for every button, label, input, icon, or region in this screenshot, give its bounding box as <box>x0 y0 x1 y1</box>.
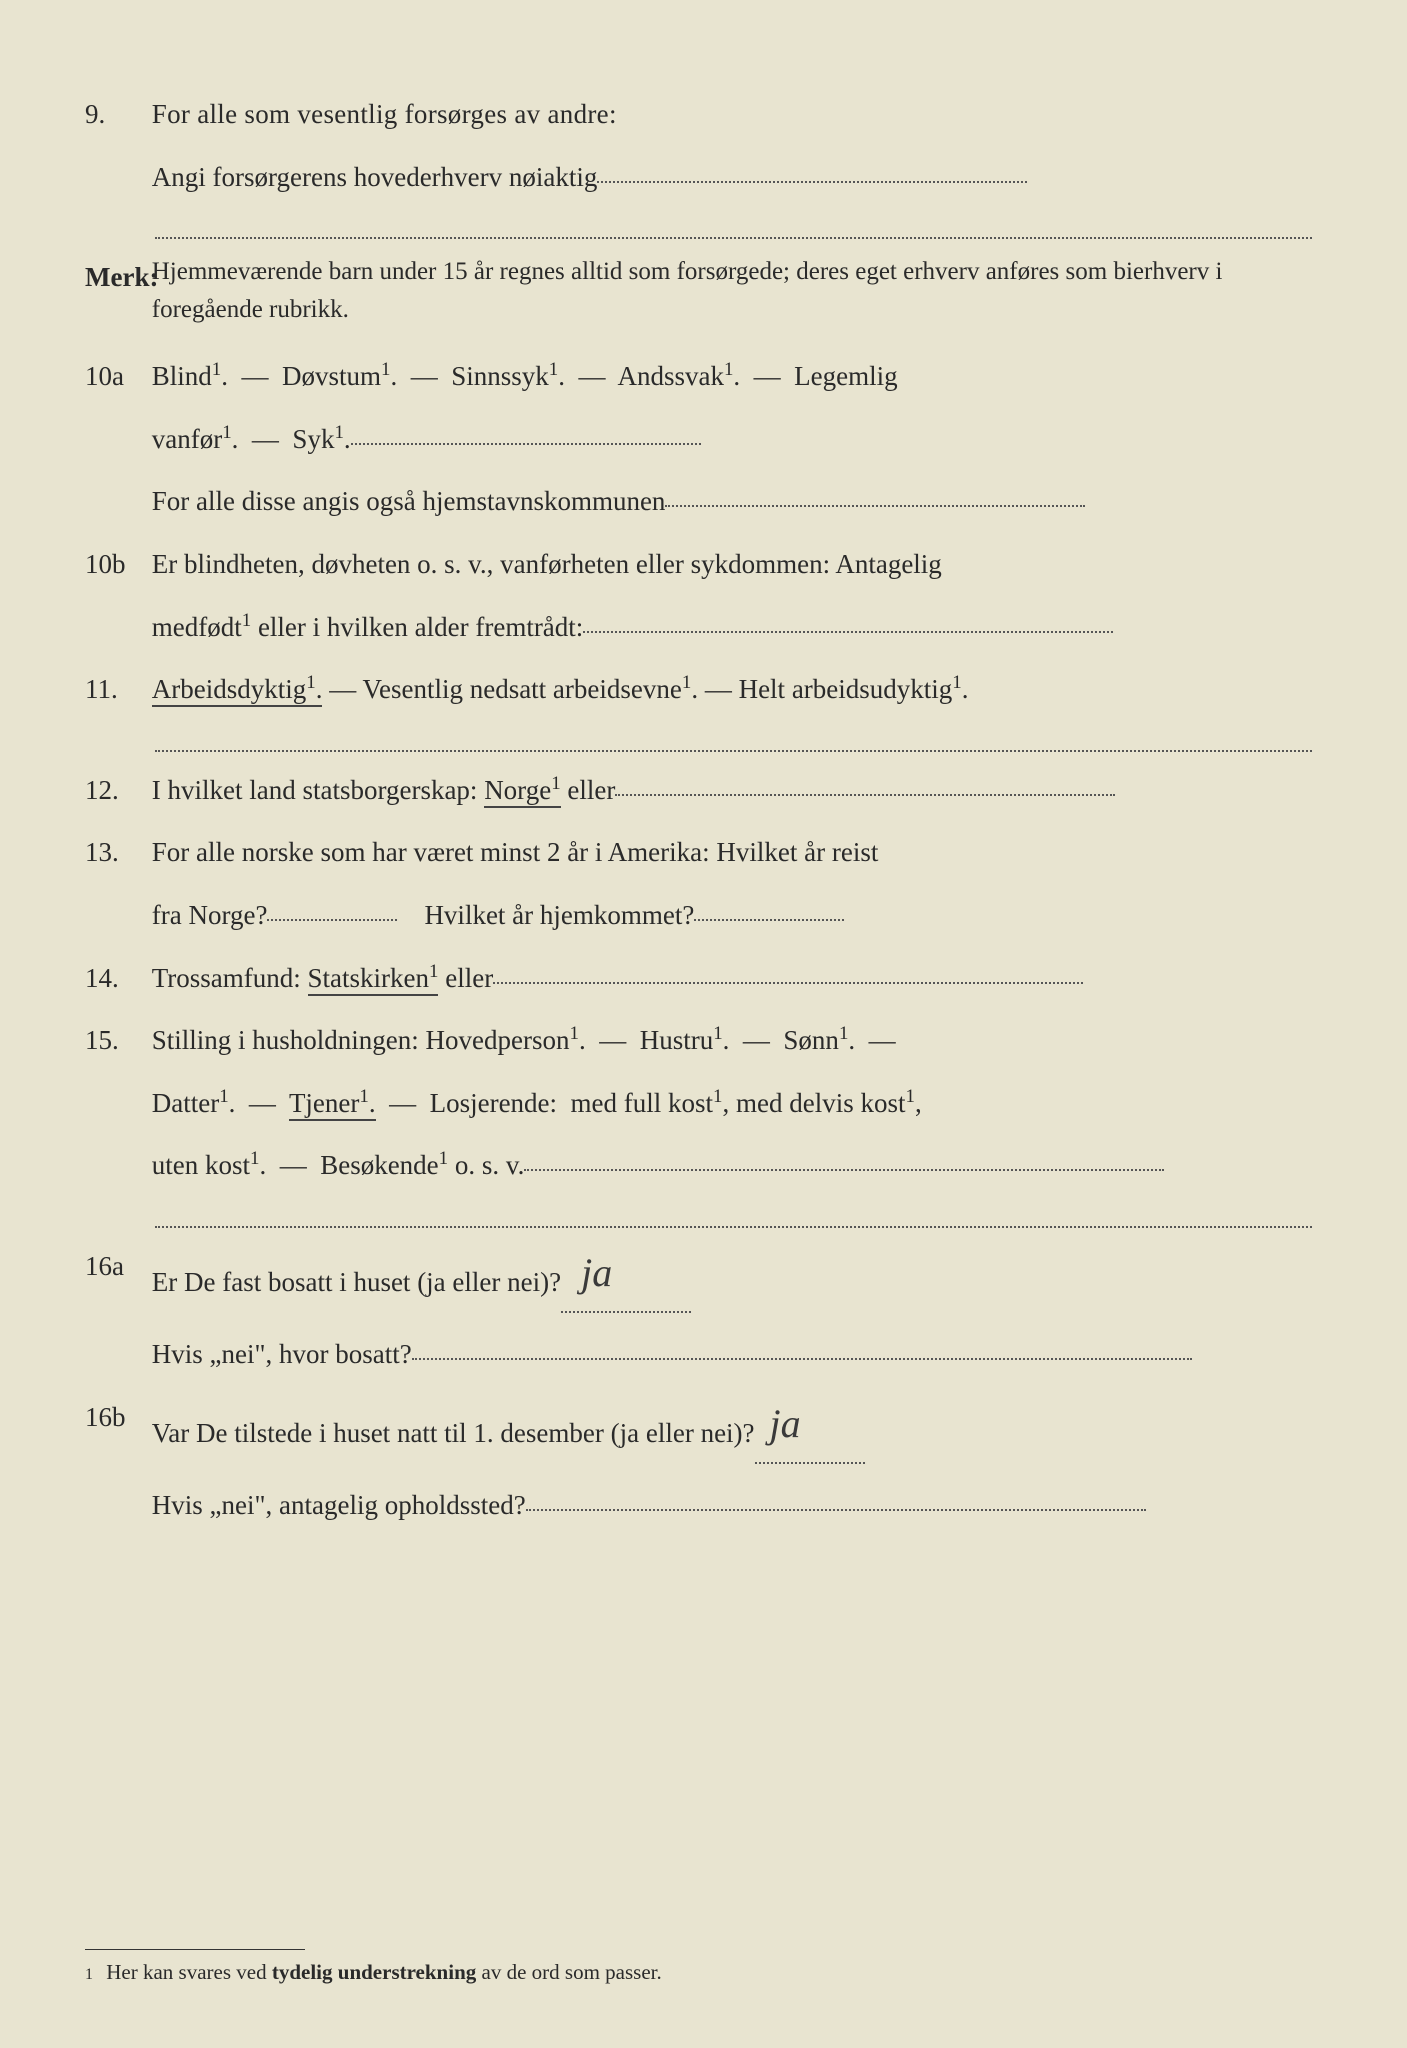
merk-text: Hjemmeværende barn under 15 år regnes al… <box>152 253 1309 328</box>
question-16a: 16a Er De fast bosatt i huset (ja eller … <box>85 1242 1312 1316</box>
q16a-line2: Hvis „nei", hvor bosatt? <box>152 1339 412 1369</box>
footnote-number: 1 <box>85 1966 93 1983</box>
q10b-rest: eller i hvilken alder fremtrådt: <box>251 612 583 642</box>
q16b-line2: Hvis „nei", antagelig opholdssted? <box>152 1490 526 1520</box>
q11-opt-udyktig: Helt arbeidsudyktig1. <box>739 674 969 704</box>
q13-number: 13. <box>85 828 145 877</box>
q14-answer-statskirken: Statskirken1 <box>308 963 439 996</box>
q14-suffix: eller <box>438 963 493 993</box>
question-13: 13. For alle norske som har været minst … <box>85 828 1312 877</box>
q15-opt-hovedperson: Hovedperson1. <box>426 1025 586 1055</box>
q16b-answer: ja <box>770 1388 801 1460</box>
q9-line1: For alle som vesentlig forsørges av andr… <box>152 90 1309 139</box>
q13-hjemkommet: Hvilket år hjemkommet? <box>424 900 694 930</box>
blank-line <box>615 794 1115 796</box>
q15-full-kost: med full kost1, <box>571 1088 730 1118</box>
q9-line2-prefix: Angi forsørgerens hovederhverv nøiaktig <box>152 162 598 192</box>
q10a-opt-vanfor: vanfør1. <box>152 424 239 454</box>
q13-fra-norge: fra Norge? <box>152 900 268 930</box>
q14-prefix: Trossamfund: <box>152 963 308 993</box>
q15-prefix: Stilling i husholdningen: <box>152 1025 426 1055</box>
q15-opt-hustru: Hustru1. <box>640 1025 730 1055</box>
blank-line <box>524 1169 1164 1171</box>
question-10b: 10b Er blindheten, døvheten o. s. v., va… <box>85 540 1312 589</box>
question-14: 14. Trossamfund: Statskirken1 eller <box>85 954 1312 1003</box>
q12-number: 12. <box>85 766 145 815</box>
q15-opt-tjener: Tjener1. <box>289 1088 376 1121</box>
blank-line <box>155 728 1312 752</box>
question-16b: 16b Var De tilstede i huset natt til 1. … <box>85 1393 1312 1467</box>
q15-opt-sonn: Sønn1. <box>783 1025 855 1055</box>
question-10a: 10a Blind1. — Døvstum1. — Sinnssyk1. — A… <box>85 352 1312 401</box>
q15-opt-datter: Datter1. <box>152 1088 236 1118</box>
blank-line: ja <box>561 1239 691 1313</box>
blank-line <box>665 505 1085 507</box>
q10a-line2-text: For alle disse angis også hjemstavnskomm… <box>152 486 666 516</box>
question-9: 9. For alle som vesentlig forsørges av a… <box>85 90 1312 139</box>
blank-line <box>526 1509 1146 1511</box>
blank-line <box>694 919 844 921</box>
question-15-line3: uten kost1. — Besøkende1 o. s. v. <box>85 1141 1312 1190</box>
question-10b-line2: medfødt1 eller i hvilken alder fremtrådt… <box>85 603 1312 652</box>
question-13-line2: fra Norge? Hvilket år hjemkommet? <box>85 891 1312 940</box>
q10b-medfodt: medfødt1 <box>152 612 251 642</box>
question-11: 11. Arbeidsdyktig1. — Vesentlig nedsatt … <box>85 665 1312 714</box>
q15-delvis-kost: med delvis kost1, <box>736 1088 922 1118</box>
blank-line <box>493 982 1083 984</box>
question-10a-line2: For alle disse angis også hjemstavnskomm… <box>85 477 1312 526</box>
q12-prefix: I hvilket land statsborgerskap: <box>152 775 484 805</box>
merk-label: Merk: <box>85 253 145 302</box>
q12-suffix: eller <box>561 775 616 805</box>
q14-number: 14. <box>85 954 145 1003</box>
question-15-line2: Datter1. — Tjener1. — Losjerende: med fu… <box>85 1079 1312 1128</box>
q12-answer-norge: Norge1 <box>484 775 560 808</box>
q10a-opt-andssvak: Andssvak1. <box>617 361 740 391</box>
q11-opt-nedsatt: Vesentlig nedsatt arbeidsevne1. <box>362 674 698 704</box>
question-12: 12. I hvilket land statsborgerskap: Norg… <box>85 766 1312 815</box>
q10a-opt-blind: Blind1. <box>152 361 228 391</box>
footnote: 1 Her kan svares ved tydelig understrekn… <box>85 1960 1312 1985</box>
q15-number: 15. <box>85 1016 145 1065</box>
merk-note: Merk: Hjemmeværende barn under 15 år reg… <box>85 253 1312 332</box>
q16b-number: 16b <box>85 1393 145 1442</box>
q16a-prefix: Er De fast bosatt i huset (ja eller nei)… <box>152 1267 561 1297</box>
q10a-opt-syk: Syk1. <box>292 424 350 454</box>
blank-line <box>155 1204 1312 1228</box>
q16b-prefix: Var De tilstede i huset natt til 1. dese… <box>152 1418 755 1448</box>
q10a-opt-sinnssyk: Sinnssyk1. <box>451 361 565 391</box>
q11-opt-arbeidsdyktig: Arbeidsdyktig1. <box>152 674 323 707</box>
q16a-number: 16a <box>85 1242 145 1291</box>
q9-number: 9. <box>85 90 145 139</box>
blank-line <box>267 919 397 921</box>
footnote-rule <box>85 1949 305 1950</box>
blank-line: ja <box>755 1390 865 1464</box>
blank-line <box>351 443 701 445</box>
q15-besokende: Besøkende1 <box>320 1150 448 1180</box>
question-9-line2: Angi forsørgerens hovederhverv nøiaktig <box>85 153 1312 202</box>
blank-line <box>597 181 1027 183</box>
q10b-number: 10b <box>85 540 145 589</box>
question-16a-line2: Hvis „nei", hvor bosatt? <box>85 1330 1312 1379</box>
blank-line <box>412 1358 1192 1360</box>
footnote-text: Her kan svares ved tydelig understreknin… <box>106 1960 661 1984</box>
q10a-opt-dovstum: Døvstum1. <box>282 361 397 391</box>
q10a-opt-legemlig: Legemlig <box>794 361 897 391</box>
q16a-answer: ja <box>581 1237 612 1309</box>
blank-line <box>155 215 1312 239</box>
q15-osv: o. s. v. <box>448 1150 524 1180</box>
question-16b-line2: Hvis „nei", antagelig opholdssted? <box>85 1481 1312 1530</box>
question-15: 15. Stilling i husholdningen: Hovedperso… <box>85 1016 1312 1065</box>
blank-line <box>583 631 1113 633</box>
q15-uten-kost: uten kost1. <box>152 1150 266 1180</box>
question-10a-cont: vanfør1. — Syk1. <box>85 415 1312 464</box>
q15-losjerende: Losjerende: <box>430 1088 557 1118</box>
q11-number: 11. <box>85 665 145 714</box>
q10a-number: 10a <box>85 352 145 401</box>
q10b-line1: Er blindheten, døvheten o. s. v., vanfør… <box>152 540 1309 589</box>
q13-line1: For alle norske som har været minst 2 år… <box>152 828 1309 877</box>
